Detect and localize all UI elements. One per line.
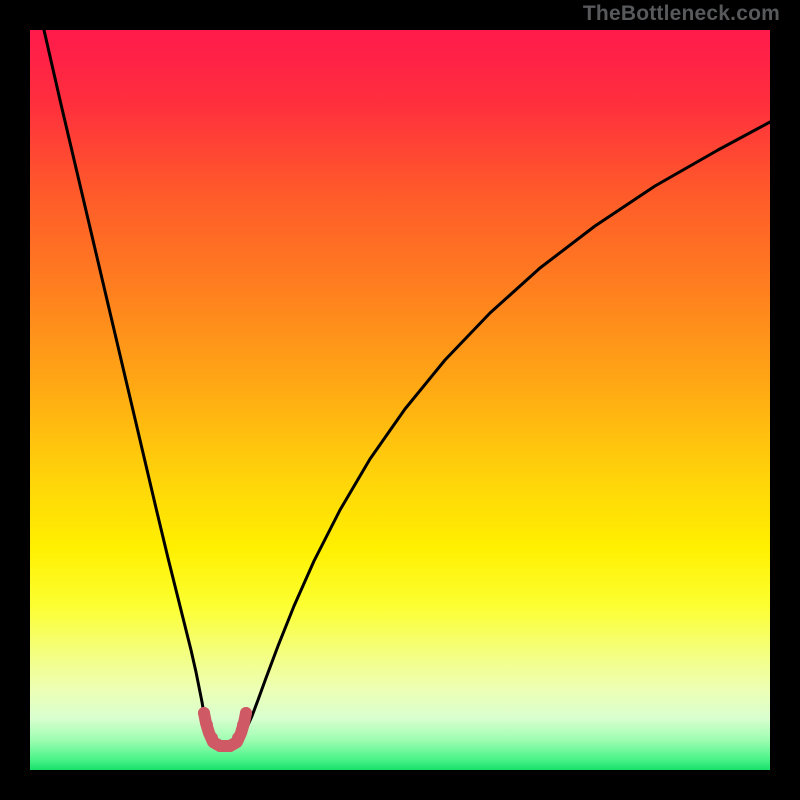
chart-frame: TheBottleneck.com bbox=[0, 0, 800, 800]
trough-marker-dot bbox=[237, 719, 249, 731]
watermark-text: TheBottleneck.com bbox=[583, 2, 780, 26]
trough-marker-dot bbox=[201, 719, 213, 731]
chart-background bbox=[30, 30, 770, 770]
trough-marker-dot bbox=[198, 707, 210, 719]
trough-marker-dot bbox=[232, 732, 244, 744]
bottleneck-curve-chart bbox=[30, 30, 770, 770]
trough-marker-dot bbox=[240, 707, 252, 719]
